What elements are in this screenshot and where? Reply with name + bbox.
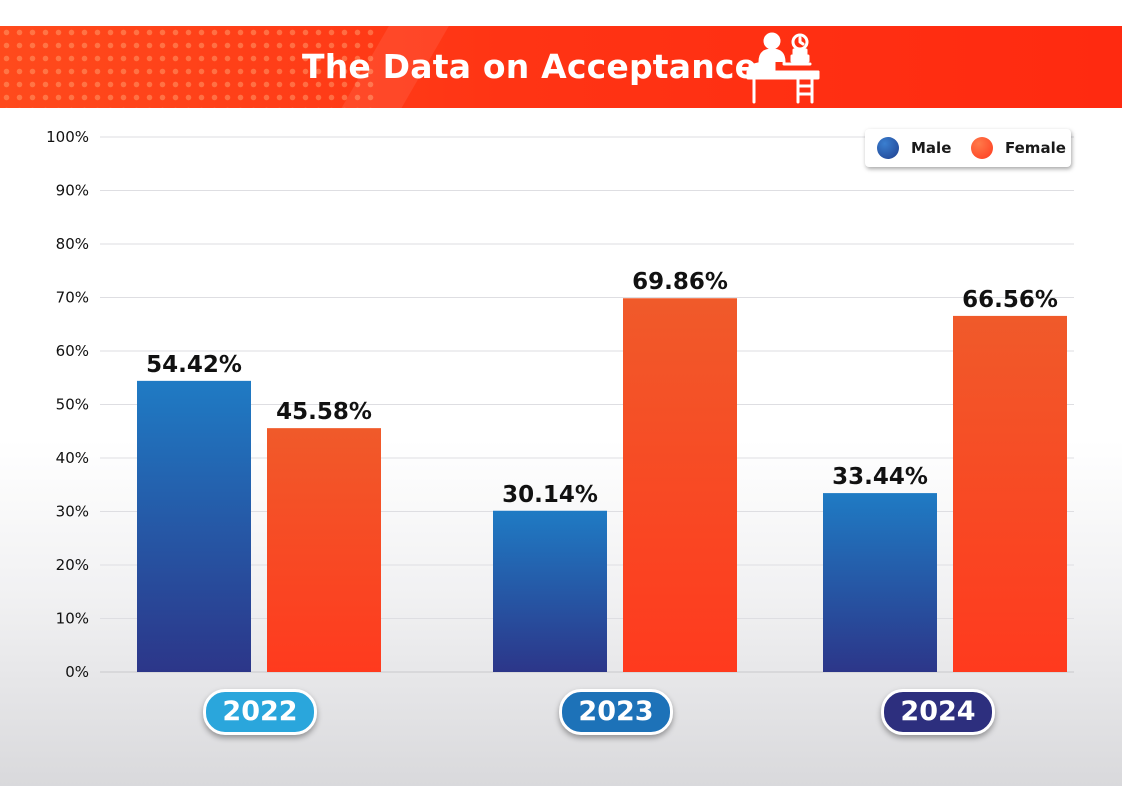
bar-female-2022 (267, 428, 381, 672)
teacher-desk-icon (746, 32, 820, 104)
legend-item-male: Male (877, 129, 951, 167)
legend-label-female: Female (1005, 139, 1066, 157)
value-label-female-2023: 69.86% (632, 269, 728, 295)
bar-value-labels: 54.42% 45.58% 30.14% 69.86% 33.44% 66.56% (146, 269, 1058, 508)
value-label-male-2022: 54.42% (146, 352, 242, 378)
bar-female-2024 (953, 315, 1067, 672)
bar-male-2024 (823, 493, 937, 672)
page-title: The Data on Acceptance (302, 47, 758, 86)
category-label-2022: 2022 (203, 689, 317, 735)
category-label-2023: 2023 (559, 689, 673, 735)
y-tick-label: 30% (56, 503, 89, 521)
legend-swatch-female (971, 137, 993, 159)
bar-female-2023 (623, 298, 737, 672)
legend-swatch-male (877, 137, 899, 159)
y-tick-label: 40% (56, 449, 89, 467)
legend-item-female: Female (971, 129, 1066, 167)
value-label-female-2024: 66.56% (962, 287, 1058, 313)
bar-male-2022 (137, 380, 251, 672)
value-label-female-2022: 45.58% (276, 399, 372, 425)
y-tick-label: 0% (65, 663, 89, 681)
bars (137, 298, 1067, 672)
y-tick-label: 50% (56, 396, 89, 414)
header-banner: The Data on Acceptance (0, 26, 1122, 108)
y-tick-label: 70% (56, 289, 89, 307)
y-tick-label: 10% (56, 610, 89, 628)
y-tick-label: 100% (46, 128, 89, 146)
y-tick-label: 60% (56, 342, 89, 360)
value-label-male-2023: 30.14% (502, 482, 598, 508)
category-label-2024: 2024 (881, 689, 995, 735)
value-label-male-2024: 33.44% (832, 464, 928, 490)
legend: Male Female (865, 129, 1071, 167)
y-axis-ticks: 0% 10% 20% 30% 40% 50% 60% 70% 80% 90% 100% (46, 128, 89, 681)
legend-label-male: Male (911, 139, 952, 157)
y-tick-label: 20% (56, 556, 89, 574)
y-tick-label: 90% (56, 182, 89, 200)
bar-male-2023 (493, 510, 607, 672)
header-dot-pattern (0, 26, 380, 108)
y-tick-label: 80% (56, 235, 89, 253)
